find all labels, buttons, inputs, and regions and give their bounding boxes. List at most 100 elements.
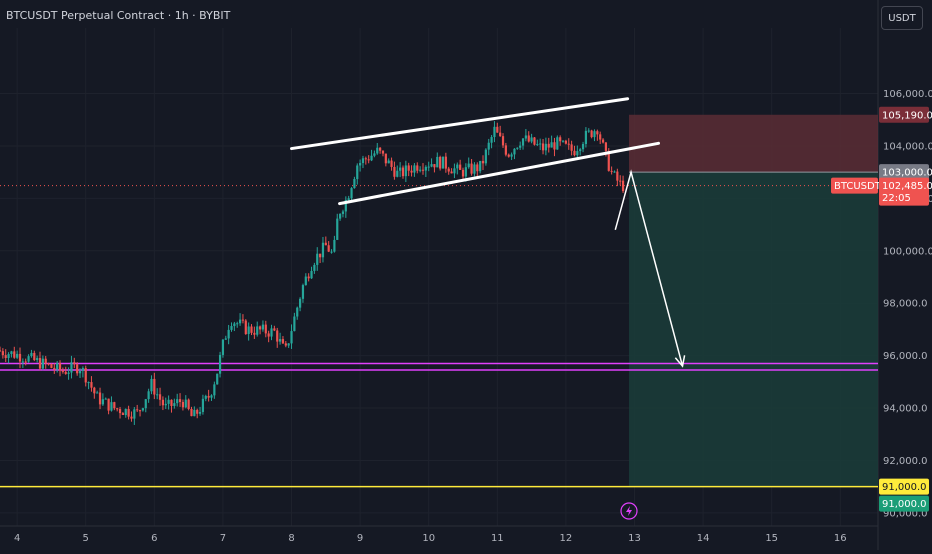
candle-body (13, 351, 16, 358)
candle-body (356, 165, 359, 180)
candle-body (124, 408, 127, 416)
candle-body (410, 170, 413, 173)
candle-body (110, 402, 113, 411)
candle-body (396, 170, 399, 177)
candle-body (61, 370, 64, 372)
candle-body (416, 165, 419, 171)
target-price-badge-2-bg (879, 495, 929, 512)
candle-body (216, 373, 219, 385)
candle-body (573, 150, 576, 156)
y-tick-label: 104,000.0 (883, 141, 932, 152)
candle-body (87, 382, 90, 384)
candle-body (30, 352, 33, 357)
candle-body (481, 160, 485, 164)
candle-body (310, 270, 313, 279)
candle-body (210, 395, 213, 398)
candle-body (516, 147, 519, 149)
x-tick-label: 9 (357, 533, 363, 544)
candle-body (453, 168, 456, 174)
currency-button[interactable]: USDT (881, 6, 923, 30)
candle-body (533, 137, 536, 145)
candle-body (238, 319, 242, 324)
candle-body (490, 137, 493, 143)
lightning-icon (620, 502, 638, 520)
target-price-badge-2-text: 91,000.0 (882, 499, 927, 510)
candle-body (18, 353, 22, 362)
candle-body (304, 276, 307, 286)
symbol-badge: BTCUSDT.P (831, 177, 889, 194)
candle-body (224, 338, 227, 340)
candle-body (550, 142, 553, 148)
candle-body (207, 395, 210, 398)
candle-body (196, 409, 199, 414)
candle-body (496, 126, 499, 133)
candle-body (253, 332, 256, 335)
candle-body (190, 408, 193, 417)
last-price-badge-bg (879, 177, 929, 206)
candle-body (330, 251, 333, 253)
candle-body (236, 323, 239, 325)
candle-body (170, 399, 173, 406)
candle-body (81, 368, 84, 371)
candle-body (519, 145, 522, 148)
candle-body (353, 179, 356, 189)
candle-body (430, 164, 433, 167)
candle-body (521, 138, 525, 146)
candle-body (610, 170, 613, 172)
candle-body (470, 163, 473, 174)
candle-body (461, 169, 465, 177)
stop-price-badge-text: 105,190.0 (882, 110, 932, 121)
candle-body (184, 399, 187, 408)
candle-body (559, 137, 562, 142)
candle-body (387, 160, 390, 164)
symbol-badge-bg (831, 177, 878, 194)
x-tick-label: 7 (220, 533, 226, 544)
candle-body (621, 180, 625, 192)
candle-body (419, 169, 422, 171)
candle-body (487, 142, 490, 150)
y-tick-label: 100,000.0 (883, 246, 932, 257)
candle-body (227, 329, 230, 339)
candle-body (450, 171, 453, 174)
candle-body (341, 211, 345, 214)
candle-body (193, 409, 196, 417)
candle-body (90, 382, 93, 388)
candle-body (241, 319, 245, 321)
candle-body (7, 354, 10, 359)
candle-body (399, 167, 402, 171)
projection-arrowhead (674, 355, 686, 368)
candle-body (33, 352, 36, 361)
y-tick-label: 98,000.0 (883, 299, 928, 310)
candle-body (267, 333, 270, 337)
candle-body (447, 168, 450, 172)
candle-body (281, 339, 285, 344)
candle-body (96, 392, 99, 394)
x-tick-label: 5 (83, 533, 89, 544)
candle-body (244, 320, 247, 335)
candle-body (539, 143, 542, 145)
candle-body (427, 166, 430, 168)
candle-body (290, 331, 293, 344)
candle-body (273, 328, 276, 331)
y-tick-label: 94,000.0 (883, 404, 928, 415)
candle-body (596, 131, 599, 135)
candle-body (441, 156, 445, 169)
candle-body (499, 132, 502, 137)
candle-body (327, 245, 330, 252)
candle-body (204, 395, 207, 399)
candle-body (439, 156, 442, 169)
candle-body (530, 137, 533, 142)
candle-body (258, 326, 262, 330)
candle-body (556, 137, 559, 150)
candle-body (287, 343, 290, 346)
chart-title: BTCUSDT Perpetual Contract · 1h · BYBIT (6, 9, 231, 22)
candle-body (98, 392, 102, 405)
candle-body (176, 399, 179, 404)
candle-body (524, 135, 527, 139)
symbol-badge-text: BTCUSDT.P (834, 181, 889, 192)
candle-body (479, 160, 482, 172)
candle-body (104, 398, 107, 400)
target-price-badge-2: 91,000.0 (879, 495, 929, 512)
